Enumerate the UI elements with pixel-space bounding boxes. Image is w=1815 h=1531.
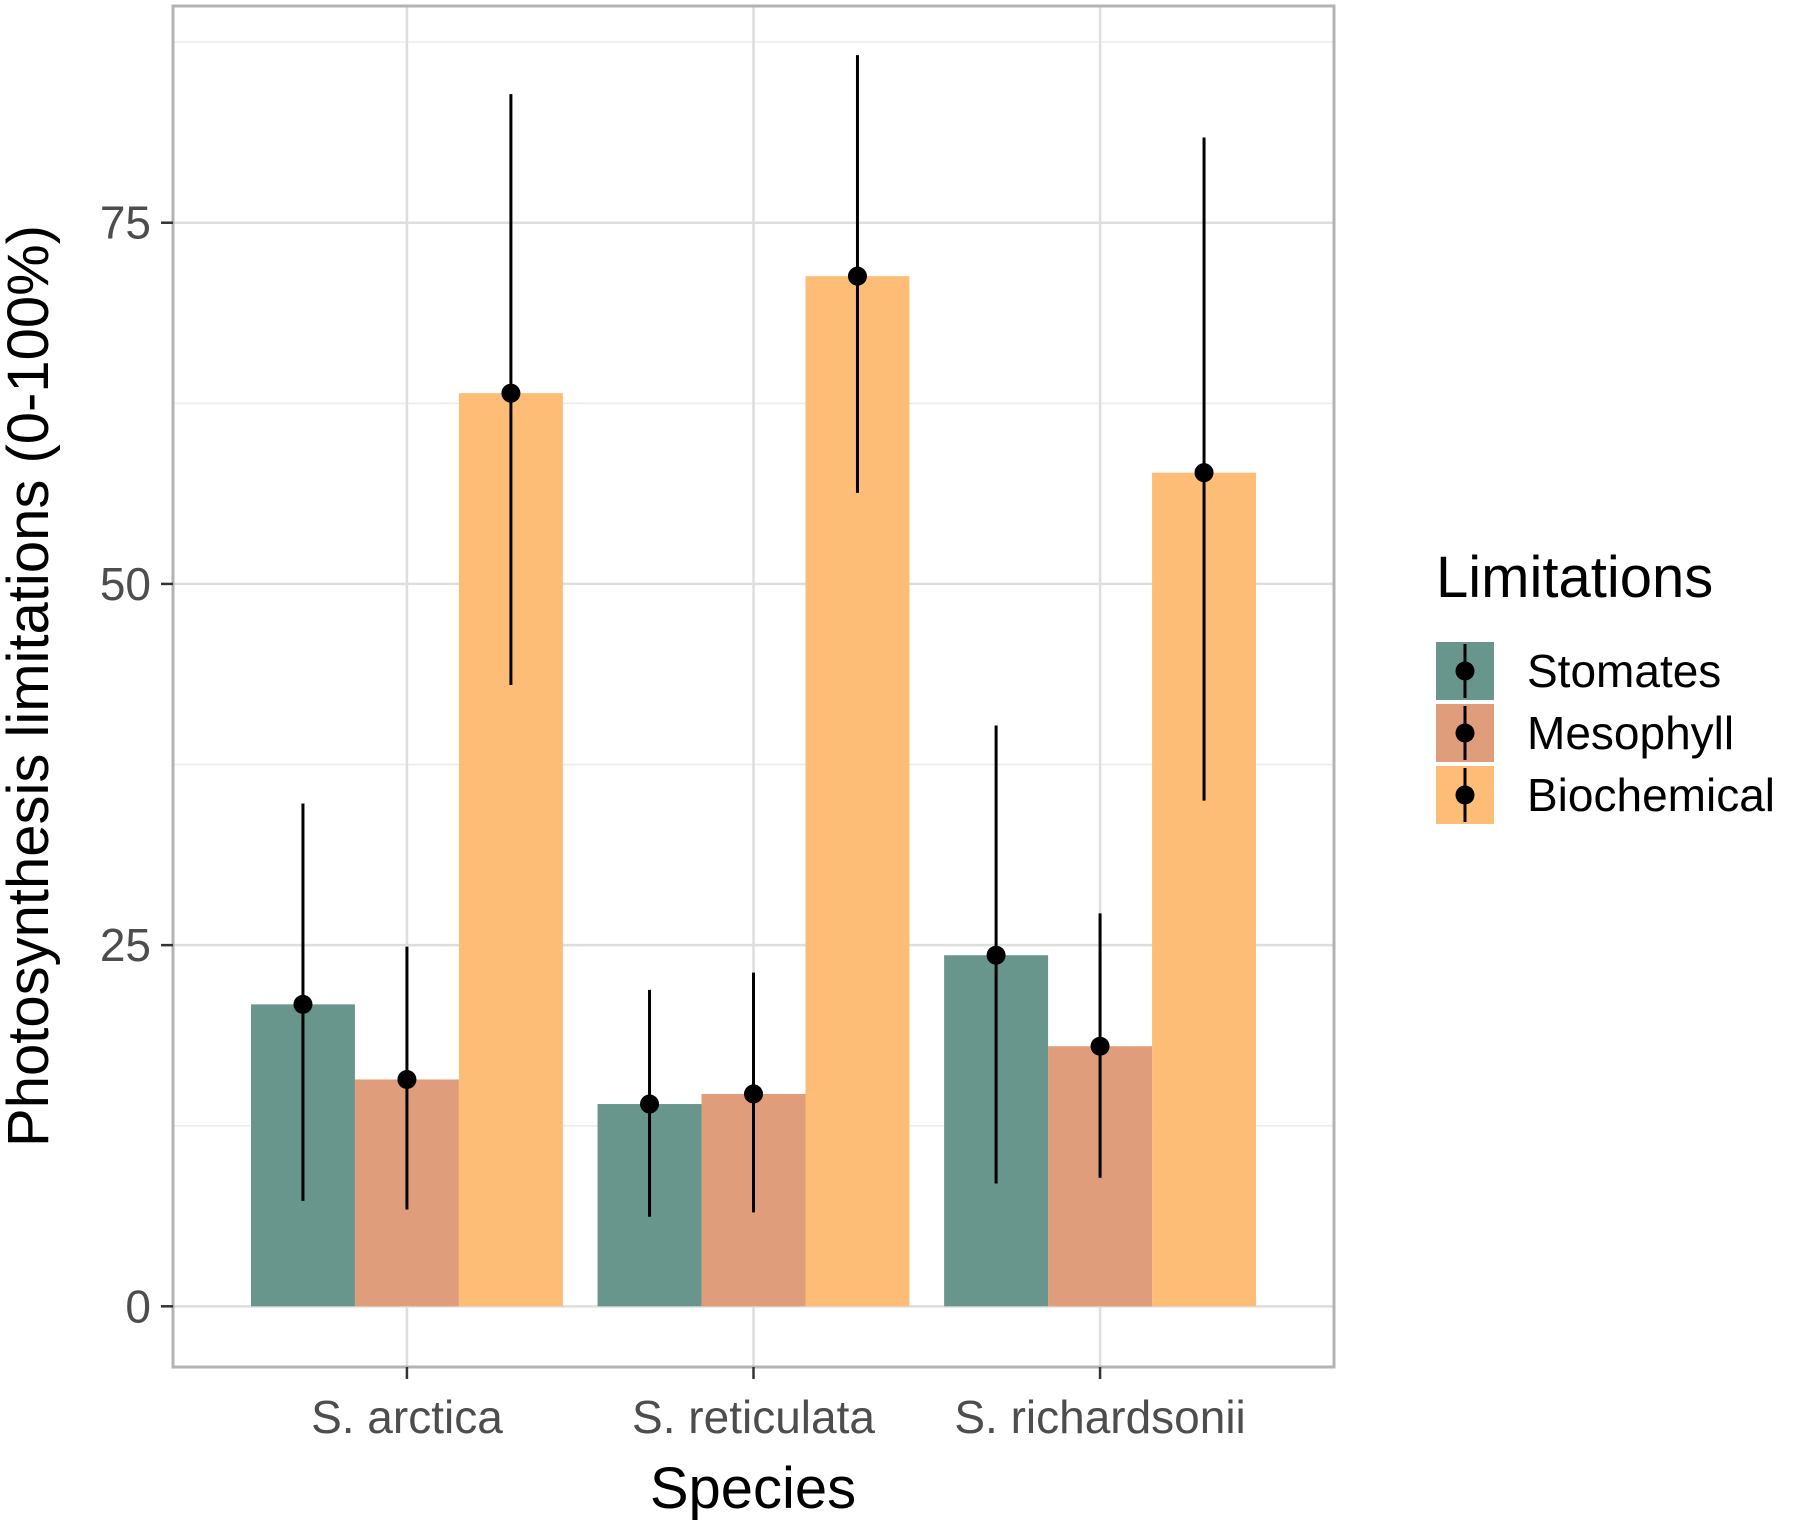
legend-label-biochemical: Biochemical <box>1527 769 1775 821</box>
x-tick-label: S. arctica <box>311 1391 503 1443</box>
x-tick-label: S. reticulata <box>632 1391 875 1443</box>
legend-label-mesophyll: Mesophyll <box>1527 707 1734 759</box>
mean-point-mesophyll <box>744 1084 763 1104</box>
y-tick-label: 0 <box>125 1280 151 1332</box>
mean-point-biochemical <box>1194 463 1214 483</box>
mean-point-mesophyll <box>1090 1036 1110 1056</box>
mean-point-stomates <box>986 945 1006 965</box>
legend-key-point <box>1455 785 1475 805</box>
x-tick-label: S. richardsonii <box>954 1391 1245 1443</box>
axes: 0 25 50 75 S. arctica S. reticulata S. richard… <box>100 197 1246 1443</box>
legend-label-stomates: Stomates <box>1527 645 1721 697</box>
legend: Limitations Stomates Mesophyll Biochemical <box>1436 545 1775 824</box>
legend-title: Limitations <box>1436 545 1713 610</box>
mean-point-biochemical <box>501 383 521 403</box>
y-axis-title: Photosynthesis limitations (0-100%) <box>0 225 61 1147</box>
mean-point-mesophyll <box>397 1069 417 1089</box>
mean-point-stomates <box>640 1094 660 1114</box>
y-tick-label: 75 <box>100 197 151 249</box>
x-axis-title: Species <box>650 1456 856 1521</box>
legend-key-point <box>1455 723 1475 743</box>
mean-point-biochemical <box>847 266 867 286</box>
legend-key-point <box>1455 661 1475 681</box>
error-bars <box>293 55 1214 1217</box>
y-tick-label: 50 <box>100 558 151 610</box>
y-tick-label: 25 <box>100 919 151 971</box>
mean-point-stomates <box>293 994 313 1014</box>
